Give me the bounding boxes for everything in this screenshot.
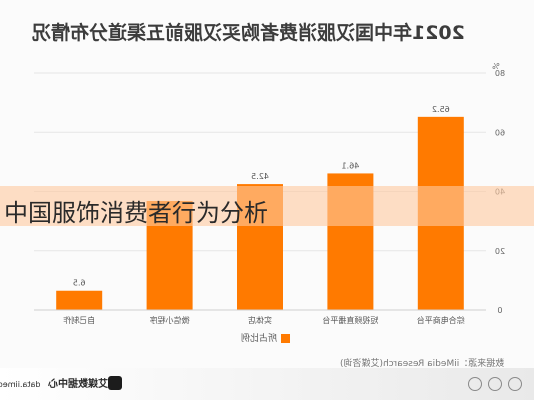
overlay-caption: 中国服饰消费者行为分析 <box>4 199 268 227</box>
x-tick-label: 自己制作 <box>63 315 95 325</box>
cc-license-icon <box>468 377 482 391</box>
bar-value-label: 65.2 <box>432 105 450 114</box>
y-tick-label: 0 <box>497 306 502 315</box>
footer-brand-name: 艾媒数据中心 <box>48 379 108 390</box>
legend-label: 所占比例 <box>241 334 278 344</box>
equal-license-icon <box>508 377 522 391</box>
x-tick-label: 综合电商平台 <box>417 315 465 325</box>
footer-bar: 艾媒数据中心 data.iimedia.cn <box>0 368 534 400</box>
x-tick-label: 微信小程序 <box>150 315 190 325</box>
highlight-band <box>0 186 534 226</box>
bar-value-label: 6.5 <box>73 279 86 288</box>
by-license-icon <box>488 377 502 391</box>
bar-value-label: 46.1 <box>341 161 359 170</box>
legend-swatch <box>281 334 290 343</box>
footer-brand: 艾媒数据中心 data.iimedia.cn <box>0 375 108 395</box>
bar <box>56 290 103 310</box>
y-unit-label: % <box>492 62 500 71</box>
x-tick-label: 实体店 <box>248 315 272 325</box>
y-tick-label: 20 <box>495 247 505 256</box>
footer-site: data.iimedia.cn <box>0 380 41 389</box>
y-tick-label: 80 <box>495 69 505 78</box>
y-tick-label: 60 <box>495 128 505 137</box>
x-tick-label: 短视频直播平台 <box>322 315 378 325</box>
brand-badge-icon <box>108 376 122 390</box>
bar-value-label: 42.5 <box>251 172 269 181</box>
